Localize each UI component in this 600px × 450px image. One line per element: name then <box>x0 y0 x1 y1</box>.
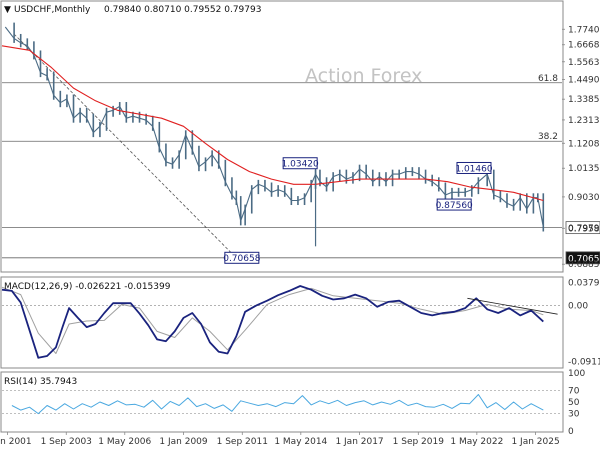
annotation-box <box>282 157 318 170</box>
price-y-tick-label: 0.90305 <box>568 193 600 203</box>
price-y-tick-label: 1.23130 <box>568 116 600 126</box>
price-y-tick-label: 1.77405 <box>568 25 600 35</box>
x-tick-label: 1 May 2022 <box>450 437 503 447</box>
macd-y-tick-label: 0.037998 <box>568 278 600 288</box>
annotation-box <box>224 251 260 264</box>
rsi-y-tick-label: 70 <box>568 386 580 396</box>
x-tick-label: 1 Jan 2025 <box>511 437 559 447</box>
x-tick-label: 1 May 2006 <box>98 437 151 447</box>
price-y-tick-label: 1.55630 <box>568 58 600 68</box>
price-y-tick-label: 1.12080 <box>568 139 600 149</box>
x-tick-label: 1 Jan 2009 <box>159 437 207 447</box>
x-tick-label: 1 May 2014 <box>274 437 327 447</box>
macd-panel-frame <box>0 276 564 369</box>
fib-level-label: 38.2 <box>538 132 558 142</box>
macd-y-tick-label: 0.00 <box>568 302 588 312</box>
x-tick-label: 1 Jan 2001 <box>0 437 32 447</box>
current-price-label: 0.70650 <box>568 254 600 264</box>
rsi-line <box>11 394 544 415</box>
annotation-label: 0.70658 <box>223 254 260 264</box>
current-price-box <box>565 251 600 265</box>
current-price-box <box>565 221 600 235</box>
rsi-plot <box>2 390 562 415</box>
price-y-tick-label: 1.44905 <box>568 76 600 86</box>
macd-y-tick-label: -0.091147 <box>568 358 600 368</box>
annotation-label: 1.01460 <box>455 164 492 174</box>
axes: 0.79793 0.70650 1.77405 1.66680 1.55630 1.449… <box>0 25 600 447</box>
price-line <box>4 26 544 228</box>
rsi-panel-frame <box>0 371 564 433</box>
rsi-y-tick-label: 100 <box>568 369 585 379</box>
x-tick-label: 1 Sep 2011 <box>217 437 268 447</box>
annotation-label: 0.87560 <box>436 201 473 211</box>
price-y-tick-label: 1.01355 <box>568 164 600 174</box>
price-plot: 61.8 38.2 0.70658 1.03420 1.01460 0.87560 <box>1 22 562 264</box>
price-y-tick-label: 0.68855 <box>568 260 600 270</box>
x-tick-label: 1 Sep 2019 <box>393 437 445 447</box>
price-trendline <box>13 33 239 261</box>
current-price-label: 0.79793 <box>568 224 600 234</box>
x-tick-label: 1 Jan 2017 <box>335 437 383 447</box>
rsi-title: RSI(14) 35.7943 <box>4 377 77 387</box>
x-tick-label: 1 Sep 2003 <box>41 437 92 447</box>
macd-plot <box>1 285 562 359</box>
rsi-y-tick-label: 30 <box>568 410 580 420</box>
chart-menu-arrow[interactable]: ▼ <box>4 5 11 15</box>
annotation-box <box>436 198 472 211</box>
rsi-y-tick-label: 0 <box>568 427 574 437</box>
ohlc-readout: 0.79840 0.80710 0.79552 0.79793 <box>104 5 261 15</box>
annotation-label: 1.03420 <box>282 160 319 170</box>
watermark: Action Forex <box>305 65 422 87</box>
price-y-tick-label: 1.33855 <box>568 95 600 105</box>
macd-title: MACD(12,26,9) -0.026221 -0.015399 <box>4 282 171 292</box>
rsi-y-tick-label: 50 <box>568 398 580 408</box>
price-panel-frame <box>0 0 564 273</box>
sma-line <box>1 45 544 202</box>
annotation-box <box>456 161 492 174</box>
chart-symbol-label: USDCHF,Monthly <box>14 5 91 15</box>
macd-trendline <box>467 297 558 315</box>
macd-line <box>1 285 544 359</box>
fib-level-label: 61.8 <box>538 74 558 84</box>
price-y-tick-label: 1.66680 <box>568 41 600 51</box>
